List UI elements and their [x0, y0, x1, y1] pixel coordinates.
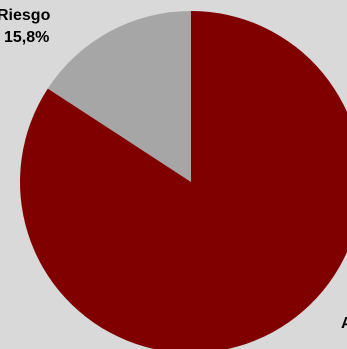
slice-label-riesgo: Riesgo 15,8% — [0, 5, 50, 49]
slice-label-riesgo-percent: 15,8% — [3, 29, 50, 46]
slice-label-riesgo-name: Riesgo — [0, 7, 51, 24]
pie-slice-1 — [20, 11, 347, 349]
slice-label-a: A — [341, 313, 347, 335]
pie-slice-0 — [47, 11, 192, 182]
slice-label-a-name: A — [341, 315, 347, 332]
